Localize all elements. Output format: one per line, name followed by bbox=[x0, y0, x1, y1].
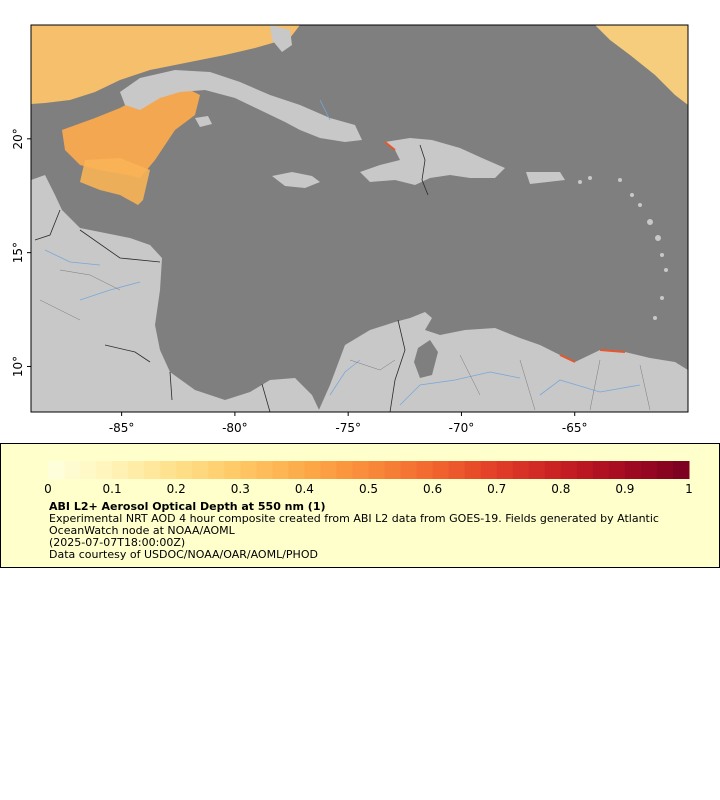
colorbar-cell bbox=[672, 461, 690, 479]
colorbar-cell bbox=[512, 461, 530, 479]
legend-panel: 0 0.1 0.2 0.3 0.4 0.5 0.6 0.7 0.8 0.9 1 ABI L2+ Ae… bbox=[0, 443, 720, 568]
colorbar-cell bbox=[256, 461, 273, 479]
colorbar-cell bbox=[384, 461, 402, 479]
lake-maracaibo bbox=[414, 340, 438, 378]
colorbar-tick-label: 0 bbox=[44, 482, 52, 494]
colorbar-cell bbox=[640, 461, 658, 479]
colorbar: 0 0.1 0.2 0.3 0.4 0.5 0.6 0.7 0.8 0.9 1 bbox=[44, 461, 693, 494]
aod-coastal-highlights bbox=[384, 141, 626, 363]
rivers bbox=[44, 99, 641, 406]
colorbar-cell bbox=[560, 461, 578, 479]
colorbar-cell bbox=[528, 461, 546, 479]
legend-credit: Data courtesy of USDOC/NOAA/OAR/AOML/PHO… bbox=[49, 548, 318, 561]
colorbar-cell bbox=[464, 461, 482, 479]
latitude-axis: 20° 15° 10° bbox=[11, 128, 31, 377]
colorbar-cell bbox=[416, 461, 434, 479]
colorbar-cell bbox=[320, 461, 337, 479]
lon-tick-label: -80° bbox=[222, 421, 248, 435]
colorbar-cell bbox=[176, 461, 193, 479]
colorbar-cell bbox=[352, 461, 369, 479]
colorbar-cell bbox=[304, 461, 321, 479]
aod-plume-yucatan-south bbox=[80, 158, 150, 205]
colorbar-tick-label: 0.1 bbox=[103, 482, 122, 494]
colorbar-ticks: 0 0.1 0.2 0.3 0.4 0.5 0.6 0.7 0.8 0.9 1 bbox=[44, 482, 693, 494]
colorbar-cell bbox=[624, 461, 642, 479]
land-yucatan bbox=[31, 185, 48, 245]
land-cuba bbox=[120, 70, 362, 142]
colorbar-cell bbox=[592, 461, 610, 479]
lat-tick-label: 15° bbox=[11, 242, 25, 263]
map-figure: 20° 15° 10° -85° -80° -75° -70° -65° bbox=[11, 24, 689, 435]
colorbar-cell bbox=[544, 461, 562, 479]
aod-plume-yucatan bbox=[62, 85, 200, 178]
legend-time: (2025-07-07T18:00:00Z) bbox=[49, 536, 186, 549]
colorbar-cell bbox=[160, 461, 177, 479]
land-florida bbox=[270, 25, 292, 52]
colorbar-cell bbox=[112, 461, 129, 479]
aod-plume-northwest bbox=[31, 25, 300, 104]
colorbar-cell bbox=[480, 461, 498, 479]
lat-tick-label: 10° bbox=[11, 356, 25, 377]
land-isla-juventud bbox=[195, 116, 212, 127]
colorbar-cell bbox=[208, 461, 225, 479]
colorbar-tick-label: 0.6 bbox=[423, 482, 442, 494]
colorbar-cell bbox=[576, 461, 594, 479]
colorbar-tick-label: 0.7 bbox=[487, 482, 506, 494]
colorbar-cell bbox=[96, 461, 113, 479]
colorbar-cell bbox=[448, 461, 466, 479]
land-south-america bbox=[318, 312, 688, 412]
colorbar-cell bbox=[656, 461, 674, 479]
colorbar-cell bbox=[400, 461, 418, 479]
colorbar-cell bbox=[48, 461, 65, 479]
land-central-america bbox=[31, 175, 320, 412]
province-lines bbox=[39, 269, 651, 411]
colorbar-tick-label: 0.3 bbox=[231, 482, 250, 494]
colorbar-cell bbox=[192, 461, 209, 479]
land-jamaica bbox=[272, 172, 320, 188]
lon-tick-label: -65° bbox=[562, 421, 588, 435]
colorbar-cell bbox=[240, 461, 257, 479]
colorbar-tick-label: 1 bbox=[685, 482, 693, 494]
colorbar-tick-label: 0.5 bbox=[359, 482, 378, 494]
country-borders bbox=[34, 144, 429, 412]
colorbar-tick-label: 0.2 bbox=[167, 482, 186, 494]
colorbar-cell bbox=[64, 461, 81, 479]
land-lesser-antilles bbox=[578, 176, 668, 320]
colorbar-cell bbox=[336, 461, 353, 479]
land-hispaniola bbox=[360, 138, 505, 185]
longitude-axis: -85° -80° -75° -70° -65° bbox=[109, 412, 588, 435]
colorbar-cell bbox=[288, 461, 305, 479]
colorbar-cells bbox=[48, 461, 690, 479]
colorbar-tick-label: 0.9 bbox=[615, 482, 634, 494]
aod-plume-northeast bbox=[595, 25, 688, 105]
map-frame bbox=[30, 24, 689, 413]
colorbar-cell bbox=[224, 461, 241, 479]
colorbar-cell bbox=[368, 461, 386, 479]
colorbar-cell bbox=[144, 461, 161, 479]
colorbar-tick-label: 0.4 bbox=[295, 482, 314, 494]
colorbar-cell bbox=[432, 461, 450, 479]
colorbar-cell bbox=[272, 461, 289, 479]
colorbar-cell bbox=[496, 461, 514, 479]
colorbar-cell bbox=[128, 461, 145, 479]
legend-title: ABI L2+ Aerosol Optical Depth at 550 nm … bbox=[49, 500, 326, 513]
legend-description: Experimental NRT AOD 4 hour composite cr… bbox=[49, 512, 659, 537]
lon-tick-label: -75° bbox=[335, 421, 361, 435]
colorbar-cell bbox=[80, 461, 97, 479]
colorbar-cell bbox=[608, 461, 626, 479]
lon-tick-label: -85° bbox=[109, 421, 135, 435]
lon-tick-label: -70° bbox=[449, 421, 475, 435]
land-puerto-rico bbox=[526, 172, 565, 184]
lat-tick-label: 20° bbox=[11, 128, 25, 149]
colorbar-tick-label: 0.8 bbox=[551, 482, 570, 494]
